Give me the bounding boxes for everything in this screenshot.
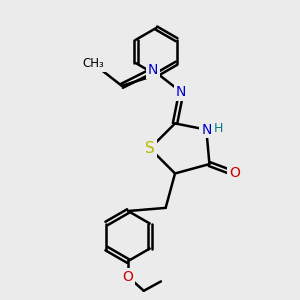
Text: N: N: [148, 63, 158, 77]
Text: N: N: [176, 85, 187, 99]
Text: CH₃: CH₃: [83, 58, 105, 70]
Text: N: N: [201, 123, 211, 137]
Text: H: H: [214, 122, 223, 135]
Text: O: O: [123, 270, 134, 284]
Text: S: S: [145, 141, 155, 156]
Text: O: O: [229, 167, 240, 181]
